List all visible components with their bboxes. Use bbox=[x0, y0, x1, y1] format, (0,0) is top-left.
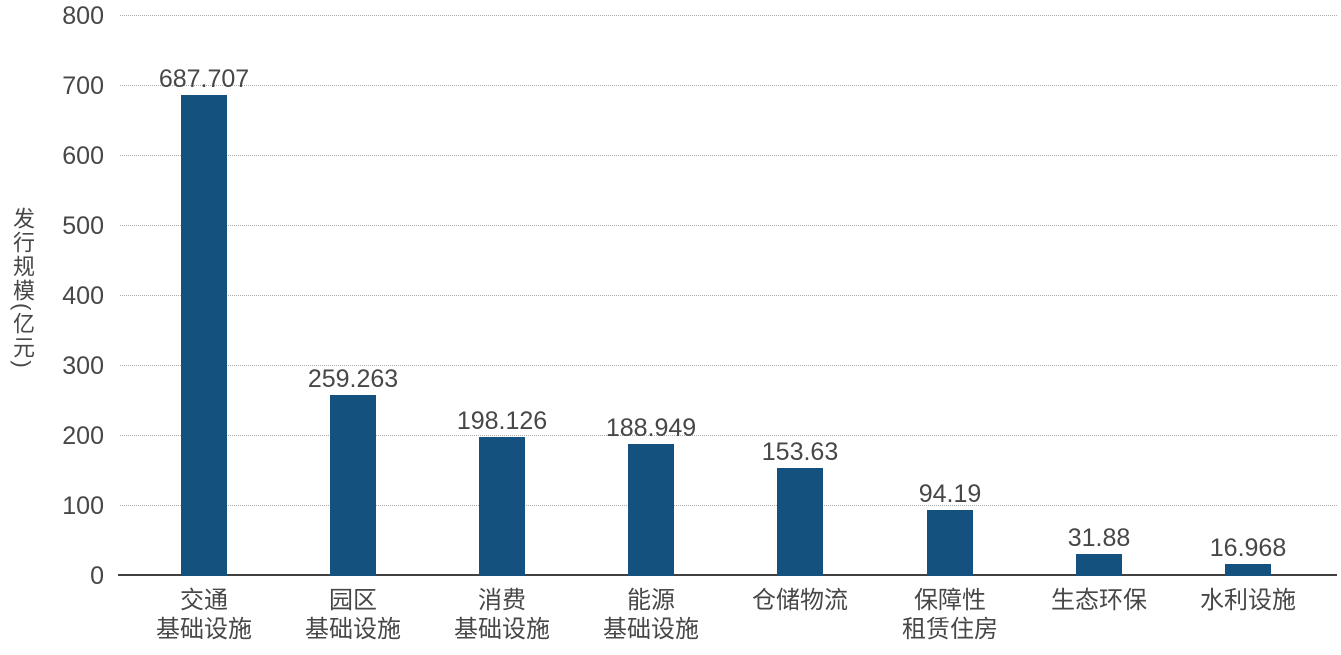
y-tick-label: 400 bbox=[62, 282, 104, 310]
bar bbox=[1225, 564, 1271, 576]
gridline bbox=[120, 85, 1337, 86]
bar-value-label: 31.88 bbox=[1067, 524, 1131, 552]
bar bbox=[479, 437, 525, 576]
y-tick-label: 700 bbox=[62, 72, 104, 100]
x-category-label: 交通 基础设施 bbox=[156, 587, 252, 643]
bar bbox=[181, 94, 227, 576]
gridline bbox=[120, 15, 1337, 16]
y-axis-title: 发行规模(亿元) bbox=[10, 206, 35, 370]
bar-value-label: 153.63 bbox=[761, 438, 839, 466]
gridline bbox=[120, 365, 1337, 366]
bar-value-label: 687.707 bbox=[158, 65, 250, 93]
bar-value-label: 188.949 bbox=[605, 414, 697, 442]
bar-value-label: 259.263 bbox=[307, 365, 399, 393]
y-tick-label: 100 bbox=[62, 492, 104, 520]
bar-value-label: 16.968 bbox=[1209, 534, 1287, 562]
gridline bbox=[120, 155, 1337, 156]
x-axis-line bbox=[118, 574, 1337, 576]
y-tick-label: 200 bbox=[62, 422, 104, 450]
bar bbox=[628, 443, 674, 576]
y-tick-label: 300 bbox=[62, 352, 104, 380]
x-category-label: 能源 基础设施 bbox=[603, 587, 699, 643]
x-category-label: 消费 基础设施 bbox=[454, 587, 550, 643]
y-tick-label: 800 bbox=[62, 2, 104, 30]
gridline bbox=[120, 295, 1337, 296]
bar bbox=[777, 468, 823, 576]
x-category-label: 水利设施 bbox=[1200, 587, 1296, 614]
gridline bbox=[120, 505, 1337, 506]
x-category-label: 园区 基础设施 bbox=[305, 587, 401, 643]
x-category-label: 仓储物流 bbox=[752, 587, 848, 614]
y-tick-label: 500 bbox=[62, 212, 104, 240]
gridline bbox=[120, 225, 1337, 226]
y-tick-label: 600 bbox=[62, 142, 104, 170]
bar bbox=[927, 510, 973, 576]
bar bbox=[1076, 553, 1122, 576]
x-category-label: 保障性 租赁住房 bbox=[902, 587, 998, 643]
bar bbox=[330, 394, 376, 576]
bar-value-label: 198.126 bbox=[456, 407, 548, 435]
y-tick-label: 0 bbox=[90, 562, 104, 590]
gridline bbox=[120, 435, 1337, 436]
x-category-label: 生态环保 bbox=[1051, 587, 1147, 614]
bar-value-label: 94.19 bbox=[918, 480, 982, 508]
